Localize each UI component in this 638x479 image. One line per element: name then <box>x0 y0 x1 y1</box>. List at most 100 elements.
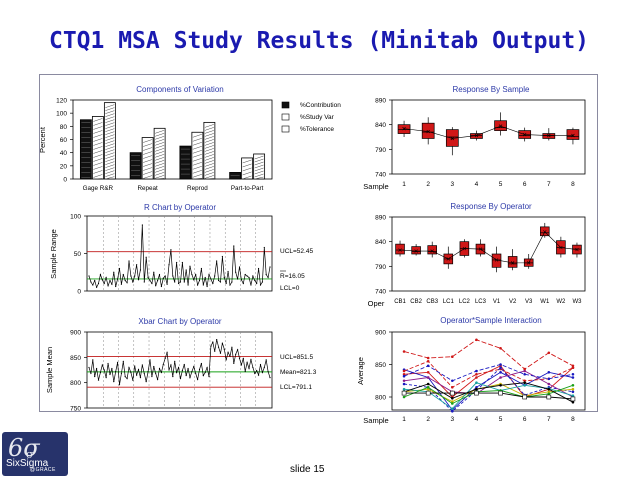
xbar-chart-point <box>134 365 136 367</box>
xbar-chart-point <box>164 357 166 359</box>
xbar-chart-point <box>113 381 115 383</box>
r-chart-point <box>206 285 208 288</box>
r-chart-point <box>216 260 218 262</box>
xbar-chart-point <box>238 357 241 359</box>
xbar-chart-point <box>147 370 149 373</box>
xbar-chart-point <box>166 351 168 353</box>
r-chart-ytick-label: 100 <box>70 214 81 221</box>
components-bar-hatch <box>254 173 264 178</box>
r-chart-point <box>149 279 151 282</box>
components-ytick-label: 60 <box>60 137 68 144</box>
response-operator-xtick-label: LC3 <box>475 299 487 305</box>
interaction-point <box>523 379 526 383</box>
xbar-chart-point <box>172 375 174 378</box>
components-bar-3 <box>103 102 116 180</box>
components-bar-hatch <box>93 166 103 170</box>
logo-name: SixSigma <box>6 458 49 469</box>
logo-sigma: σ <box>26 448 34 461</box>
xbar-chart-point <box>183 363 185 366</box>
xbar-chart-point <box>115 370 117 373</box>
components-bar-hatch <box>105 158 115 162</box>
r-chart-point <box>179 281 182 283</box>
interaction-point <box>499 346 502 350</box>
components-bar-hatch <box>105 110 115 114</box>
components-bar-hatch <box>143 151 153 155</box>
xbar-chart-point <box>204 371 206 374</box>
response-sample-ytick-label: 890 <box>375 98 386 105</box>
r-chart-point <box>198 279 201 282</box>
response-sample-box <box>542 133 556 139</box>
r-chart-point <box>101 279 103 281</box>
r-chart-point <box>90 281 92 283</box>
xbar-chart-point <box>210 345 212 347</box>
components-bar-hatch <box>105 125 115 129</box>
r-chart-point <box>156 279 159 282</box>
components-ytick-label: 0 <box>63 177 67 184</box>
components-bar-hatch <box>93 134 103 138</box>
interaction-point <box>523 369 526 373</box>
r-chart-point <box>202 284 204 286</box>
components-bar-hatch <box>155 160 165 164</box>
r-chart-point <box>107 285 109 287</box>
xbar-chart-point <box>177 366 180 369</box>
interaction-point <box>425 390 431 396</box>
interaction-point <box>401 390 407 396</box>
interaction-series-line <box>404 370 574 398</box>
response-sample-ytick-label: 840 <box>375 122 386 129</box>
response-operator-xtick-label: LC2 <box>459 299 471 305</box>
xbar-chart-center-label: Mean=821.3 <box>280 369 317 376</box>
xbar-chart-point <box>158 367 161 370</box>
xbar-chart-point <box>263 366 265 369</box>
r-chart-point <box>162 277 164 279</box>
interaction-point <box>475 385 478 389</box>
components-bar-hatch <box>93 170 103 174</box>
components-bar-hatch <box>192 142 202 146</box>
response-operator-xtick-label: CB3 <box>426 299 438 305</box>
interaction-xtick-label: 3 <box>451 416 455 423</box>
xbar-chart-point <box>94 375 96 378</box>
components-bar-hatch <box>192 162 202 166</box>
r-chart-point <box>122 273 124 276</box>
xbar-chart-point <box>257 374 260 376</box>
components-bar-hatch <box>143 155 153 159</box>
xbar-chart-point <box>162 363 164 366</box>
interaction-point <box>475 381 478 385</box>
interaction-series-line <box>403 364 573 382</box>
response-operator-ytick-label: 840 <box>375 239 386 246</box>
components-bar-hatch <box>105 143 115 147</box>
interaction-point <box>523 384 526 387</box>
interaction-point <box>499 371 502 374</box>
interaction-point <box>451 407 454 411</box>
xbar-chart-point <box>101 364 103 366</box>
components-bar-hatch <box>242 163 252 168</box>
interaction-point <box>475 338 478 342</box>
interaction-xlabel: Sample <box>363 416 388 425</box>
r-chart-point <box>200 267 203 270</box>
r-chart-point <box>116 278 119 280</box>
components-bar-hatch <box>204 160 214 164</box>
r-chart-point <box>115 285 117 288</box>
r-chart-lcl-label: LCL=0 <box>280 285 300 292</box>
components-legend-swatch <box>281 125 290 133</box>
xbar-chart-point <box>92 359 94 361</box>
interaction-point <box>451 385 454 389</box>
xbar-chart-point <box>235 353 237 355</box>
interaction-series-line <box>403 382 574 403</box>
xbar-chart-ylabel: Sample Mean <box>45 347 54 393</box>
r-chart-point <box>137 279 140 281</box>
r-chart-point <box>153 271 155 273</box>
interaction-point <box>426 387 430 391</box>
response-operator-box <box>411 246 421 255</box>
xbar-chart-data-line <box>88 339 271 385</box>
interaction-point <box>523 381 526 385</box>
response-operator-xtick-label: CB1 <box>394 299 406 305</box>
r-chart-point <box>134 275 136 277</box>
response-sample-ytick-label: 790 <box>375 147 386 154</box>
components-bar-hatch <box>204 175 214 179</box>
components-bar-hatch <box>93 118 103 122</box>
xbar-chart-point <box>136 374 138 376</box>
interaction-point <box>426 364 430 368</box>
components-xtick-label: Reprod <box>187 185 208 192</box>
xbar-chart-point <box>227 351 229 353</box>
r-chart-point <box>235 271 237 273</box>
